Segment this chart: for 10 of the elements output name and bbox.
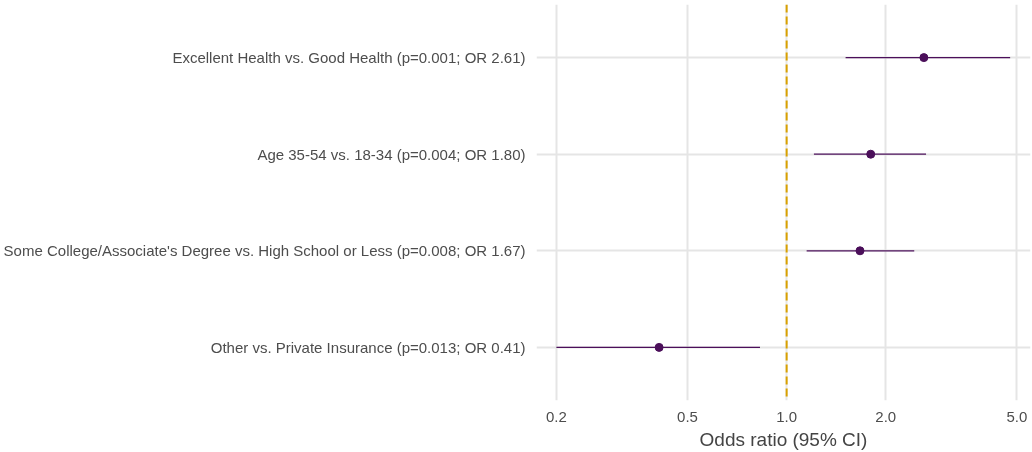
x-tick-label: 0.5 (677, 407, 698, 425)
x-tick-label: 5.0 (1006, 407, 1028, 425)
x-tick-label: 1.0 (776, 407, 798, 425)
x-tick-label: 2.0 (875, 407, 897, 425)
x-axis-title: Odds ratio (95% CI) (699, 428, 868, 450)
x-tick-label: 0.2 (545, 407, 567, 425)
y-tick-label: Age 35-54 vs. 18-34 (p=0.004; OR 1.80) (257, 145, 526, 163)
y-tick-label: Excellent Health vs. Good Health (p=0.001; OR 2.61) (172, 49, 526, 67)
y-tick-label: Some College/Associate's Degree vs. High School or Less (p=0.008; OR 1.67) (3, 242, 526, 260)
y-tick-label: Other vs. Private Insurance (p=0.013; OR 0.41) (210, 338, 526, 356)
